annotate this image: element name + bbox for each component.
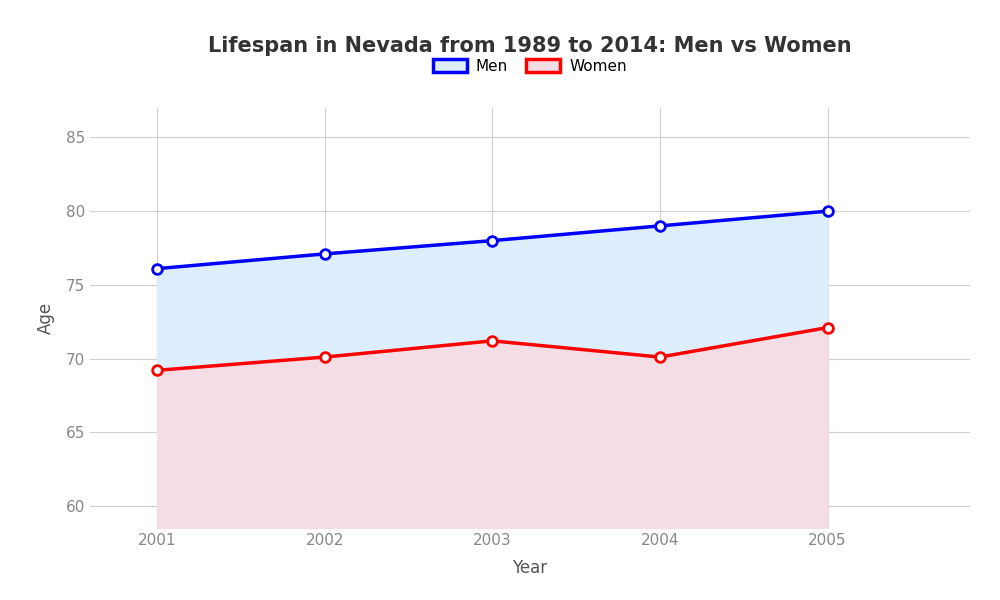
Title: Lifespan in Nevada from 1989 to 2014: Men vs Women: Lifespan in Nevada from 1989 to 2014: Me… bbox=[208, 37, 852, 56]
X-axis label: Year: Year bbox=[512, 559, 548, 577]
Y-axis label: Age: Age bbox=[37, 302, 55, 334]
Legend: Men, Women: Men, Women bbox=[427, 53, 633, 80]
